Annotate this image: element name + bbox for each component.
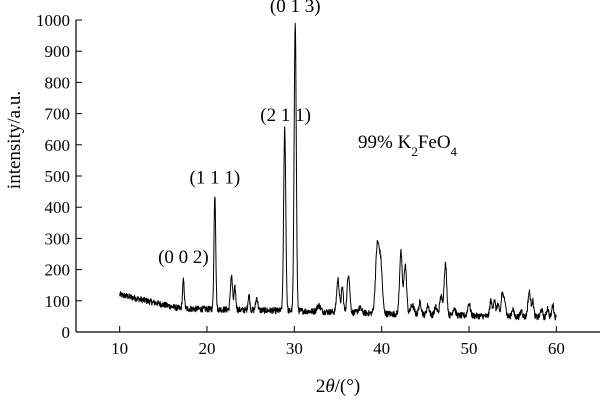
- peak-label: (1 1 1): [190, 168, 241, 189]
- y-axis-title: intensity/a.u.: [4, 91, 25, 189]
- peak-label: (2 1 1): [260, 105, 311, 126]
- x-tick-label: 20: [199, 339, 216, 358]
- x-tick-label: 40: [373, 339, 390, 358]
- y-tick-label: 300: [45, 229, 71, 248]
- x-axis-title: 2θ/(°): [316, 376, 360, 397]
- x-tick-label: 10: [111, 339, 128, 358]
- y-tick-label: 400: [45, 198, 71, 217]
- x-ticks: 10 20 30 40 50 60: [111, 326, 565, 358]
- y-tick-label: 200: [45, 261, 71, 280]
- peak-label: (0 1 3): [270, 0, 321, 17]
- sample-label: 99% K2FeO4: [358, 132, 458, 159]
- axes: [75, 20, 600, 333]
- peak-labels: (0 0 2) (1 1 1) (2 1 1) (0 1 3): [158, 0, 320, 268]
- x-tick-label: 30: [286, 339, 303, 358]
- y-tick-label: 600: [45, 136, 71, 155]
- y-tick-label: 100: [45, 292, 71, 311]
- y-tick-label: 1000: [36, 11, 70, 30]
- x-tick-label: 60: [548, 339, 565, 358]
- y-tick-label: 0: [62, 323, 71, 342]
- y-tick-label: 700: [45, 105, 71, 124]
- y-tick-label: 800: [45, 73, 71, 92]
- y-tick-label: 900: [45, 42, 71, 61]
- y-tick-label: 500: [45, 167, 71, 186]
- y-ticks: 0 100 200 300 400 500 600 700 800 900 1000: [36, 11, 82, 342]
- x-tick-label: 50: [461, 339, 478, 358]
- peak-label: (0 0 2): [158, 247, 209, 268]
- series-line: [119, 22, 557, 321]
